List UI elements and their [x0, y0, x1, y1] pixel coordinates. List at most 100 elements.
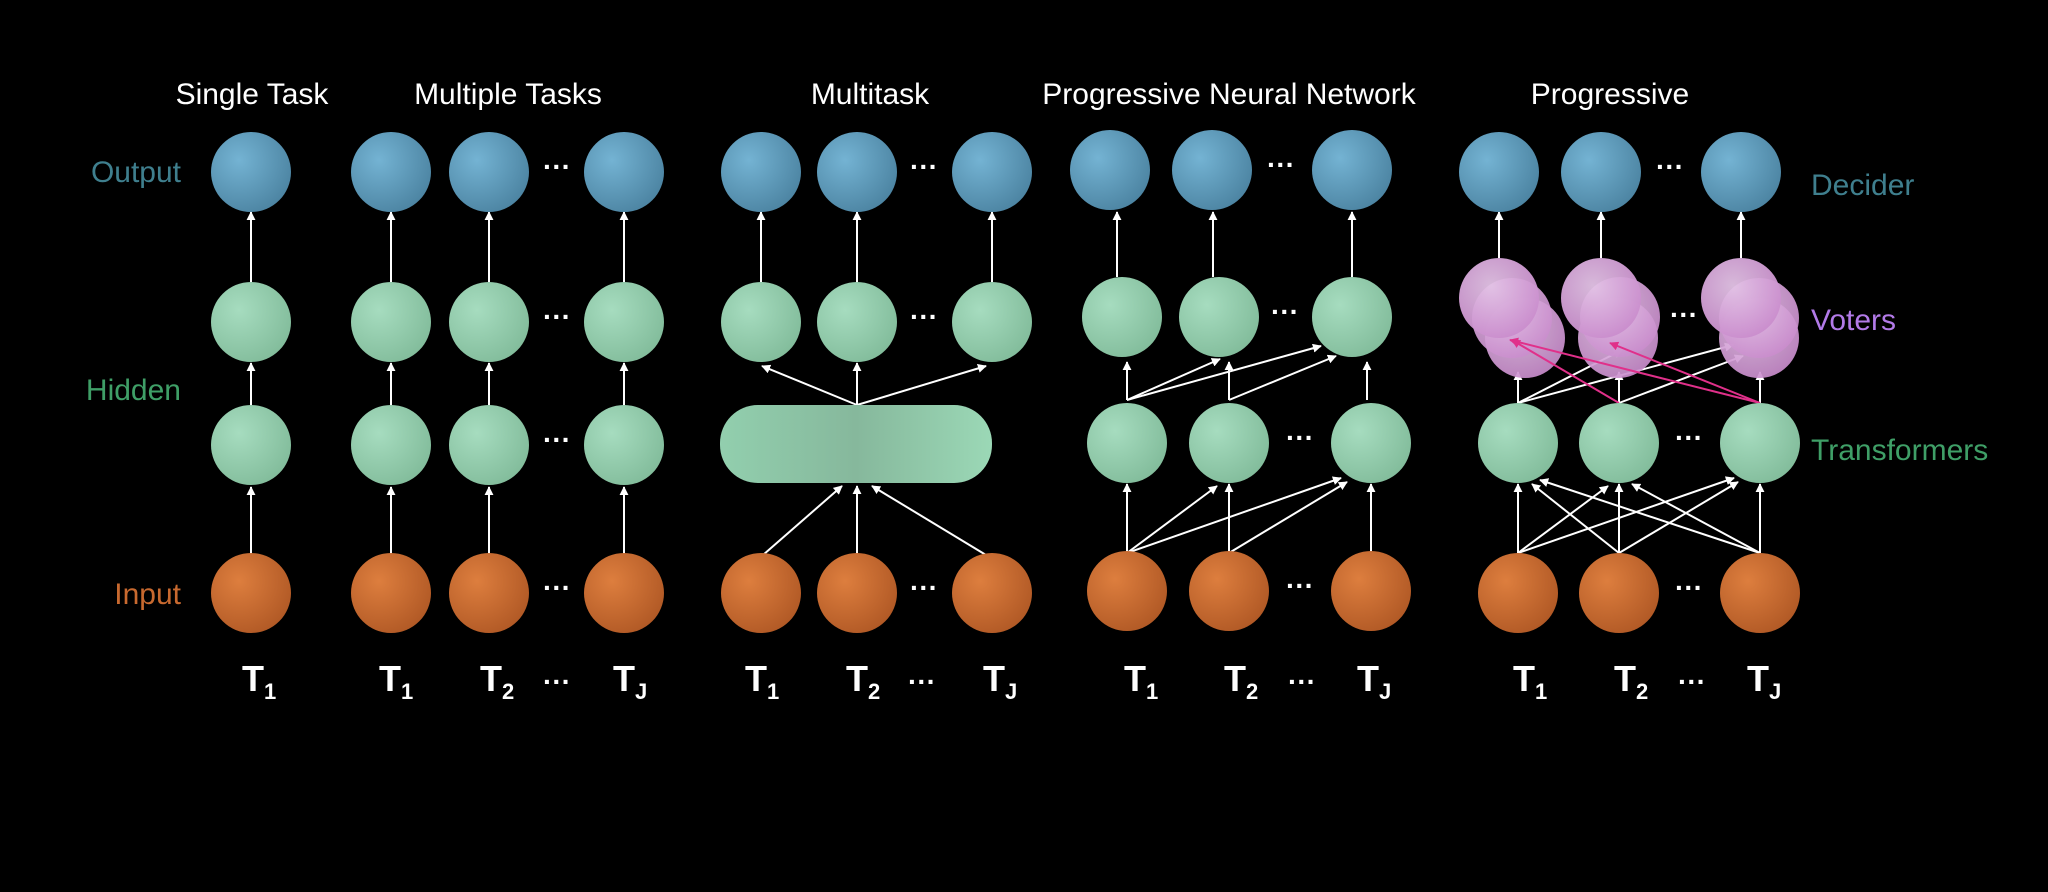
row-label-hidden: Hidden [86, 374, 181, 407]
side-label-voters: Voters [1811, 304, 1896, 337]
arrow [1531, 483, 1620, 554]
task-label-prefix: T [613, 658, 635, 699]
arrow [1228, 354, 1337, 401]
transformer-node [1478, 403, 1558, 483]
task-label-prefix: T [242, 658, 264, 699]
ellipsis: ··· [1286, 422, 1314, 453]
voter-node [1561, 258, 1641, 338]
panel-multiple-tasks: ··· ··· ··· ··· [351, 132, 664, 633]
arrow [1126, 343, 1322, 401]
voter-arrow [1609, 341, 1761, 404]
hidden-node [721, 282, 801, 362]
task-label-subscript: 1 [767, 679, 779, 704]
input-node [1478, 553, 1558, 633]
input-node [1720, 553, 1800, 633]
task-label-subscript: J [1379, 679, 1391, 704]
arrow [761, 364, 858, 406]
voter-arrow [1511, 339, 1620, 404]
hidden-node [817, 282, 897, 362]
task-label-subscript: J [1769, 679, 1781, 704]
shared-hidden-layer [720, 405, 992, 483]
panel-single-task [211, 132, 291, 633]
arrow [871, 485, 987, 556]
task-label-prefix: T [1224, 658, 1246, 699]
hidden-node [211, 405, 291, 485]
arrow [762, 485, 843, 556]
task-label-t1: T1 [1124, 658, 1158, 704]
hidden-node [351, 405, 431, 485]
task-label-subscript: 2 [1246, 679, 1258, 704]
output-node [211, 132, 291, 212]
hidden-node [584, 405, 664, 485]
output-node [817, 132, 897, 212]
transformer-node [1579, 403, 1659, 483]
ellipsis: ··· [1267, 149, 1295, 180]
hidden-node [351, 282, 431, 362]
hidden-node [449, 282, 529, 362]
ellipsis: ··· [1271, 296, 1299, 327]
side-label-decider: Decider [1811, 169, 1914, 202]
ellipsis: ··· [1286, 570, 1314, 601]
ellipsis: ··· [1656, 151, 1684, 182]
hidden-node [1189, 403, 1269, 483]
task-label-subscript: 2 [1636, 679, 1648, 704]
ellipsis: ··· [543, 301, 571, 332]
ellipsis: ··· [543, 572, 571, 603]
task-label-ellipsis: ··· [908, 666, 936, 697]
task-label-prefix: T [1513, 658, 1535, 699]
ellipsis: ··· [910, 151, 938, 182]
input-node [449, 553, 529, 633]
task-label-prefix: T [1747, 658, 1769, 699]
arrow [1517, 476, 1735, 554]
output-node [952, 132, 1032, 212]
hidden-node [211, 282, 291, 362]
ellipsis: ··· [1670, 299, 1698, 330]
hidden-node [952, 282, 1032, 362]
decider-node [1459, 132, 1539, 212]
hidden-node [584, 282, 664, 362]
input-node [1189, 551, 1269, 631]
task-label-subscript: 1 [1146, 679, 1158, 704]
task-label-ellipsis: ··· [1288, 666, 1316, 697]
ellipsis: ··· [1675, 422, 1703, 453]
arrow [856, 364, 987, 406]
panel-title-progressive-neural-network: Progressive Neural Network [1042, 78, 1416, 111]
arrow [1126, 476, 1342, 554]
output-node [584, 132, 664, 212]
input-node [584, 553, 664, 633]
task-label-prefix: T [480, 658, 502, 699]
task-label-tj: TJ [1357, 658, 1391, 704]
arrow [1618, 354, 1744, 404]
input-node [1579, 553, 1659, 633]
hidden-node [1087, 403, 1167, 483]
hidden-node [1179, 277, 1259, 357]
task-label-t2: T2 [846, 658, 880, 704]
task-label-prefix: T [379, 658, 401, 699]
task-label-prefix: T [1614, 658, 1636, 699]
arrow [1126, 358, 1221, 401]
input-node [351, 553, 431, 633]
task-labels: T1 T1 T2 ··· TJ T1 T2 ··· TJ T1 T2 ··· T… [242, 658, 1781, 704]
task-label-prefix: T [1357, 658, 1379, 699]
task-label-t1: T1 [379, 658, 413, 704]
task-label-subscript: 1 [264, 679, 276, 704]
ellipsis: ··· [543, 151, 571, 182]
ellipsis: ··· [1675, 572, 1703, 603]
panel-title-multiple-tasks: Multiple Tasks [414, 78, 602, 111]
task-label-subscript: 1 [401, 679, 413, 704]
arrow [1539, 478, 1761, 554]
output-node [721, 132, 801, 212]
task-label-subscript: 2 [502, 679, 514, 704]
task-label-subscript: J [635, 679, 647, 704]
arrow [1517, 485, 1609, 554]
hidden-node [1331, 403, 1411, 483]
voter-node [1459, 258, 1539, 338]
task-label-ellipsis: ··· [543, 666, 571, 697]
panel-progressive: ··· ··· ··· ··· [1459, 132, 1800, 633]
output-node [351, 132, 431, 212]
panel-title-progressive: Progressive [1531, 78, 1689, 111]
task-label-prefix: T [745, 658, 767, 699]
panel-multitask: ··· ··· ··· [720, 132, 1032, 633]
voter-node [1701, 258, 1781, 338]
